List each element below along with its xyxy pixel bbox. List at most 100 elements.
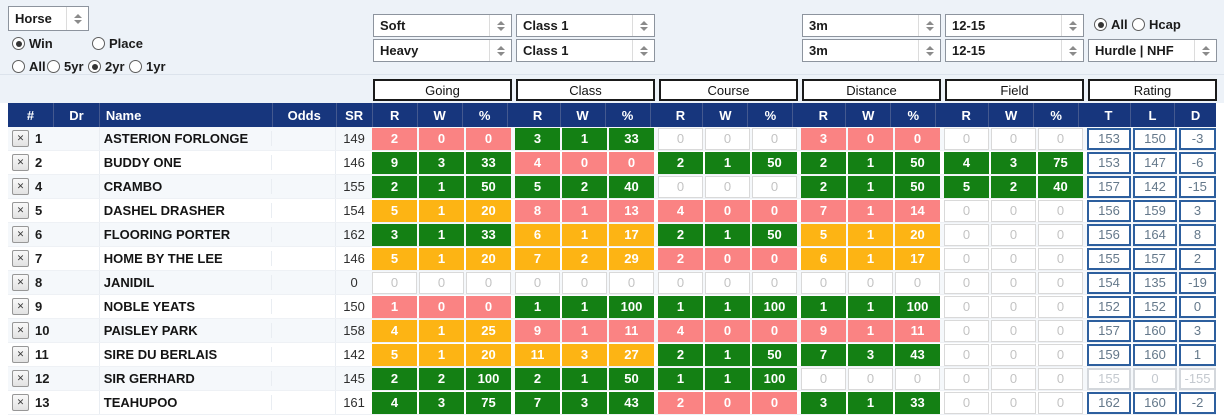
col-header-course-w[interactable]: W [703,103,749,127]
radio-age-2yr[interactable]: 2yr [88,59,125,74]
stat-pct-cell: 100 [609,295,655,318]
radio-win[interactable]: Win [12,36,53,51]
group-header-field[interactable]: Field [945,79,1084,101]
rating-d-cell: 2 [1179,247,1217,270]
group-header-course[interactable]: Course [659,79,798,101]
remove-row-button[interactable]: ✕ [12,202,29,219]
horse-name: NOBLE YEATS [100,299,273,314]
col-header-strike-rate[interactable]: SR [337,103,373,127]
remove-row-button[interactable]: ✕ [12,346,29,363]
stat-wins-cell: 0 [991,223,1037,246]
class-filter-2-value: Class 1 [523,43,569,58]
field-size-filter-1[interactable]: 12-15 [945,14,1084,37]
rating-l-cell: 150 [1133,127,1178,150]
distance-filter-1[interactable]: 3m [802,14,941,37]
stat-pct-cell: 40 [609,175,655,198]
col-header-field-w[interactable]: W [989,103,1035,127]
radio-age-5yr[interactable]: 5yr [47,59,84,74]
col-header-odds[interactable]: Odds [273,103,337,127]
stat-pct-cell: 50 [895,175,941,198]
col-header-going-pct[interactable]: % [463,103,508,127]
col-header-rating-l[interactable]: L [1131,103,1176,127]
col-header-name[interactable]: Name [100,103,273,127]
remove-row-button[interactable]: ✕ [12,178,29,195]
field-size-filter-2-value: 12-15 [952,43,986,58]
col-header-rating-d[interactable]: D [1190,107,1201,123]
class-filter-1[interactable]: Class 1 [516,14,655,37]
remove-row-button[interactable]: ✕ [12,226,29,243]
class-filter-2[interactable]: Class 1 [516,39,655,62]
remove-row-button[interactable]: ✕ [12,322,29,339]
field-size-filter-2[interactable]: 12-15 [945,39,1084,62]
radio-hcap[interactable]: Hcap [1132,17,1181,32]
remove-row-button[interactable]: ✕ [12,394,29,411]
stat-pct-cell: 17 [895,247,941,270]
col-header-field-pct[interactable]: % [1034,103,1080,127]
remove-row-button[interactable]: ✕ [12,154,29,171]
stat-pct-cell: 50 [895,151,941,174]
col-header-field-r[interactable]: R [944,103,990,127]
stat-runs-cell: 5 [372,343,418,366]
radio-age-1yr[interactable]: 1yr [129,59,166,74]
stat-pct-cell: 0 [1038,223,1084,246]
stat-pct-cell: 50 [609,367,655,390]
col-header-rating-t[interactable]: T [1087,103,1132,127]
rating-group: 155 157 2 [1087,247,1217,270]
group-header-distance[interactable]: Distance [802,79,941,101]
col-header-course-pct[interactable]: % [748,103,794,127]
draw-cell [54,223,100,246]
remove-row-button[interactable]: ✕ [12,274,29,291]
remove-row-button[interactable]: ✕ [12,298,29,315]
group-header-going[interactable]: Going [373,79,512,101]
stat-pct-cell: 100 [752,295,798,318]
col-header-class-pct[interactable]: % [606,103,651,127]
radio-place[interactable]: Place [92,36,143,51]
col-header-number[interactable]: # [8,103,54,127]
col-header-distance-w[interactable]: W [846,103,892,127]
header-group-field: R W% [944,103,1083,127]
table-row: ✕ 13 TEAHUPOO 161 4 3 75 7 3 43 2 0 0 3 1 33 0 0 0 162 160 -2 [8,391,1217,415]
col-header-going-w[interactable]: W [418,103,463,127]
going-filter-2[interactable]: Heavy [373,39,512,62]
stat-wins-cell: 1 [705,223,751,246]
stat-runs-cell: 0 [944,271,990,294]
going-filter-1[interactable]: Soft [373,14,512,37]
col-header-course-r[interactable]: R [658,103,704,127]
stat-runs-cell: 2 [372,175,418,198]
rating-group: 156 159 3 [1087,199,1217,222]
col-header-class-w[interactable]: W [561,103,606,127]
stat-runs-cell: 0 [944,223,990,246]
remove-row-button[interactable]: ✕ [12,250,29,267]
spinner-icon [1061,15,1083,36]
radio-icon [47,60,60,73]
stat-pct-cell: 0 [1038,127,1084,150]
horse-name: DASHEL DRASHER [100,203,273,218]
col-header-distance-r[interactable]: R [801,103,847,127]
radio-selected-icon [1094,18,1107,31]
radio-age-all[interactable]: All [12,59,46,74]
stat-wins-cell: 1 [848,391,894,414]
radio-icon [1132,18,1145,31]
col-header-going-r[interactable]: R [373,103,418,127]
remove-row-button[interactable]: ✕ [12,370,29,387]
race-type-filter[interactable]: Hurdle | NHF [1088,39,1217,62]
stat-runs-cell: 0 [944,391,990,414]
runner-number-cell: ✕ 9 [8,298,54,315]
col-header-class-r[interactable]: R [516,103,561,127]
odds-cell [272,343,337,366]
group-header-class[interactable]: Class [516,79,655,101]
stat-pct-cell: 0 [1038,199,1084,222]
runner-number-cell: ✕ 11 [8,346,54,363]
remove-row-button[interactable]: ✕ [12,130,29,147]
rating-d-cell: 0 [1179,295,1217,318]
stat-wins-cell: 0 [991,367,1037,390]
distance-filter-2[interactable]: 3m [802,39,941,62]
col-header-distance-pct[interactable]: % [891,103,937,127]
col-header-draw[interactable]: Dr [54,103,100,127]
radio-hcap-all[interactable]: All [1094,17,1128,32]
mode-select[interactable]: Horse [8,6,89,31]
group-header-rating[interactable]: Rating [1088,79,1217,101]
stat-wins-cell: 0 [991,127,1037,150]
